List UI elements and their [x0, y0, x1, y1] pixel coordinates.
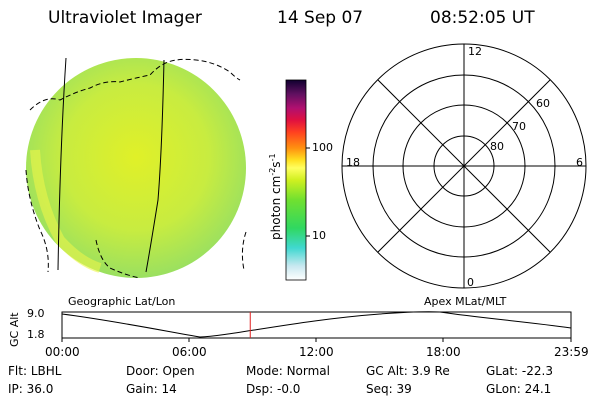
altitude-plot [61, 311, 572, 342]
altitude-xtick-0000: 00:00 [45, 345, 80, 359]
status-glat: GLat: -22.3 [486, 364, 553, 378]
mlt-label-18: 18 [346, 156, 360, 169]
altitude-xtick-2359: 23:59 [554, 345, 589, 359]
status-seq: Seq: 39 [366, 382, 412, 396]
status-gc-alt: GC Alt: 3.9 Re [366, 364, 450, 378]
altitude-ytick-max: 9.0 [27, 307, 45, 320]
status-mode: Mode: Normal [246, 364, 330, 378]
uv-earth-image [25, 57, 247, 279]
colorbar [285, 79, 310, 281]
polar-plot [341, 43, 587, 289]
mlat-label-70: 70 [512, 120, 526, 133]
status-gain: Gain: 14 [126, 382, 177, 396]
altitude-ylabel: GC Alt [8, 312, 21, 347]
colorbar-unit-label: photon cm-2s-1 [268, 153, 283, 240]
status-ip: IP: 36.0 [8, 382, 54, 396]
projection-left-caption: Geographic Lat/Lon [68, 295, 176, 308]
altitude-xtick-1200: 12:00 [299, 345, 334, 359]
observation-time: 08:52:05 UT [430, 8, 535, 28]
status-glon: GLon: 24.1 [486, 382, 552, 396]
mlt-label-6: 6 [576, 156, 583, 169]
mlt-label-0: 0 [467, 276, 474, 289]
status-door: Door: Open [126, 364, 195, 378]
altitude-xtick-0600: 06:00 [172, 345, 207, 359]
instrument-title: Ultraviolet Imager [48, 8, 202, 28]
colorbar-tick-100: 100 [312, 141, 333, 154]
altitude-ytick-min: 1.8 [27, 328, 45, 341]
altitude-xtick-1800: 18:00 [426, 345, 461, 359]
status-dsp: Dsp: -0.0 [246, 382, 301, 396]
status-filter: Flt: LBHL [8, 364, 62, 378]
mlat-label-80: 80 [490, 140, 504, 153]
colorbar-tick-10: 10 [312, 229, 326, 242]
projection-right-caption: Apex MLat/MLT [424, 295, 507, 308]
mlat-label-60: 60 [536, 97, 550, 110]
mlt-label-12: 12 [468, 45, 482, 58]
observation-date: 14 Sep 07 [277, 8, 364, 28]
